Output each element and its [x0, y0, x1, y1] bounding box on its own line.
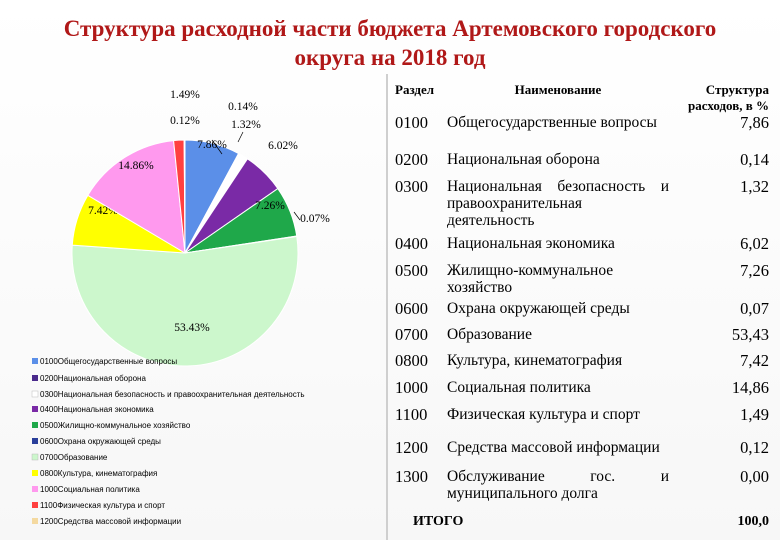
row-code: 1000: [395, 378, 428, 397]
legend-label: 0400Национальная экономика: [40, 405, 154, 414]
legend-swatch: [32, 518, 38, 524]
title-line-1: Структура расходной части бюджета Артемо…: [63, 16, 717, 41]
slice-label: 14.86%: [118, 160, 154, 172]
row-value: 0,14: [740, 150, 769, 169]
slice-label: 7.26%: [255, 200, 285, 212]
legend-swatch: [32, 486, 38, 492]
row-code: 0500: [395, 261, 428, 280]
row-code: 0100: [395, 113, 428, 132]
legend-swatch: [32, 406, 38, 412]
header-section: Раздел: [395, 82, 435, 97]
row-name: Национальная оборона: [447, 151, 600, 168]
legend-label: 1200Средства массовой информации: [40, 517, 181, 526]
slice-label: 0.14%: [228, 101, 258, 113]
slice-label: 6.02%: [268, 140, 298, 152]
row-name: Национальная безопасность и правоохранит…: [447, 178, 669, 229]
legend-swatch: [32, 422, 38, 428]
leader-line: [293, 211, 301, 221]
row-name: Национальная экономика: [447, 235, 615, 252]
row-name: Социальная политика: [447, 379, 591, 396]
slice-label: 1.49%: [170, 89, 200, 101]
slice-label: 53.43%: [174, 322, 210, 334]
row-value: 14,86: [731, 378, 769, 397]
row-value: 0,00: [740, 467, 769, 486]
legend-label: 0300Национальная безопасность и правоохр…: [40, 390, 305, 399]
row-value: 7,26: [740, 261, 769, 280]
pie-slice: [183, 139, 186, 254]
row-code: 0700: [395, 325, 428, 344]
pie-slice: [71, 235, 299, 367]
slice-label: 0.12%: [170, 115, 200, 127]
row-code: 1100: [395, 405, 428, 424]
pie-chart: 7.86%0.14%1.32%6.02%7.26%0.07%53.43%7.42…: [31, 89, 330, 526]
row-name: Обслуживание гос. и муниципального долга: [447, 468, 669, 502]
header-name: Наименование: [514, 82, 602, 97]
row-name: Жилищно-коммунальное хозяйство: [447, 262, 614, 296]
row-value: 53,43: [731, 325, 769, 344]
leader-line: [211, 139, 223, 155]
row-code: 1300: [395, 467, 428, 486]
legend-label: 0500Жилищно-коммунальное хозяйство: [40, 421, 191, 430]
header-share-line1: Структура: [705, 82, 769, 97]
divider: [386, 74, 388, 540]
header-share: Структура расходов, в %: [665, 82, 769, 114]
row-value: 7,42: [740, 351, 769, 370]
row-name: Культура, кинематография: [447, 352, 623, 369]
total-value: 100,0: [737, 514, 770, 529]
legend-swatch: [32, 470, 38, 476]
leader-line: [237, 131, 244, 143]
row-value: 0,07: [740, 299, 769, 318]
page-title: Структура расходной части бюджета Артемо…: [10, 14, 770, 72]
row-code: 0800: [395, 351, 428, 370]
legend-label: 1000Социальная политика: [40, 485, 140, 494]
budget-table: Раздел Наименование Структура расходов, …: [387, 78, 775, 536]
legend-label: 1100Физическая культура и спорт: [40, 501, 165, 510]
row-code: 0300: [395, 177, 428, 196]
row-value: 6,02: [740, 234, 769, 253]
slice-label: 7.86%: [197, 139, 227, 151]
legend-label: 0600Охрана окружающей среды: [40, 437, 161, 446]
row-name: Физическая культура и спорт: [447, 406, 640, 423]
legend-swatch: [32, 438, 38, 444]
legend-swatch: [32, 502, 38, 508]
total-label: ИТОГО: [413, 514, 464, 529]
row-name: Образование: [447, 326, 532, 343]
row-code: 1200: [395, 438, 428, 457]
legend-swatch: [32, 358, 38, 364]
legend-label: 0800Культура, кинематография: [40, 469, 157, 478]
row-code: 0600: [395, 299, 428, 318]
slice-label: 1.32%: [231, 119, 261, 131]
header-share-line2: расходов, в %: [687, 98, 769, 113]
title-line-2: округа на 2018 год: [294, 45, 486, 70]
legend-swatch: [31, 390, 39, 398]
slice-label: 0.07%: [300, 213, 330, 225]
pie-slice: [87, 140, 186, 254]
row-name: Средства массовой информации: [447, 439, 660, 456]
row-value: 7,86: [740, 113, 769, 132]
row-value: 1,49: [740, 405, 769, 424]
row-code: 0400: [395, 234, 428, 253]
row-value: 1,32: [740, 177, 769, 196]
legend-swatch: [32, 375, 38, 381]
row-name: Общегосударственные вопросы: [447, 114, 657, 131]
row-code: 0200: [395, 150, 428, 169]
legend-label: 0200Национальная оборона: [40, 374, 146, 383]
row-name: Охрана окружающей среды: [447, 300, 630, 317]
legend-label: 0700Образование: [40, 453, 108, 462]
legend-label: 0100Общегосударственные вопросы: [40, 357, 177, 366]
legend-swatch: [31, 453, 39, 461]
row-value: 0,12: [740, 438, 769, 457]
